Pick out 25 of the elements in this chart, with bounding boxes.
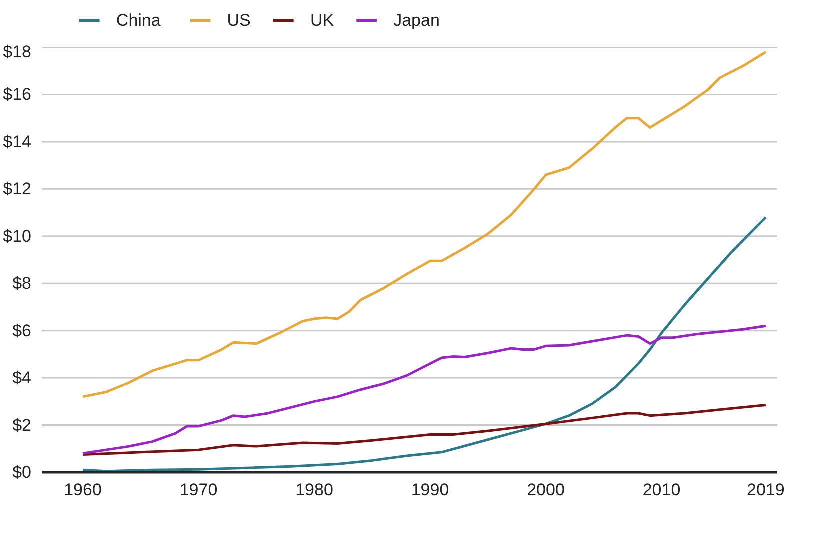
y-tick-label: $0 — [12, 463, 32, 482]
y-tick-label: $18 — [3, 42, 32, 62]
y-tick-label: $6 — [12, 321, 32, 340]
legend-label: China — [116, 11, 162, 30]
y-tick-label: $16 — [3, 85, 32, 104]
legend-label: Japan — [394, 11, 440, 30]
y-tick-label: $12 — [3, 180, 32, 199]
x-tick-label: 2010 — [642, 480, 681, 500]
y-tick-label: $8 — [12, 274, 32, 294]
x-tick-label: 1980 — [296, 480, 334, 500]
y-tick-label: $10 — [3, 226, 32, 246]
line-series — [82, 324, 768, 455]
y-tick-label: $2 — [12, 416, 32, 435]
x-tick-label: 2019 — [747, 480, 785, 500]
x-tick-label: 1990 — [411, 480, 450, 500]
legend-label: UK — [310, 11, 335, 30]
x-tick-label: 2000 — [527, 480, 565, 500]
line-series — [82, 404, 768, 456]
line-series — [82, 216, 768, 472]
x-tick-label: 1970 — [180, 480, 218, 500]
y-tick-label: $14 — [3, 132, 32, 152]
x-tick-label: 1960 — [64, 480, 102, 500]
legend-label: US — [227, 11, 251, 30]
line-series — [82, 50, 768, 398]
y-tick-label: $4 — [12, 368, 32, 388]
